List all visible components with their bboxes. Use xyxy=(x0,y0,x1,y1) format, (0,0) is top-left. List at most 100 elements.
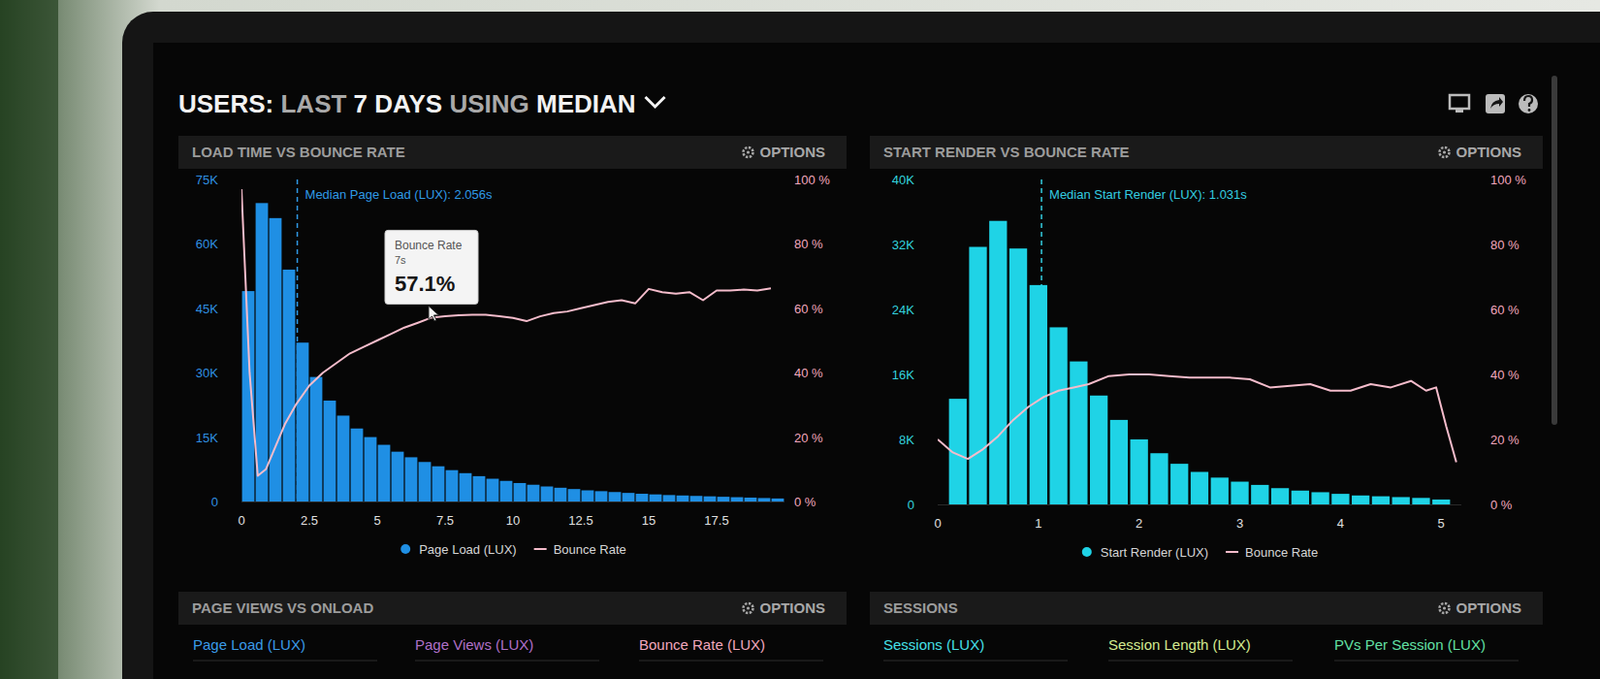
metric-divider xyxy=(1334,660,1519,662)
legend-label: Start Render (LUX) xyxy=(1100,544,1209,560)
histogram-bar xyxy=(1130,439,1149,505)
share-arrow xyxy=(1490,96,1504,109)
y-tick-label: 8K xyxy=(898,432,915,448)
y-tick-label: 40K xyxy=(892,172,915,188)
histogram-bar xyxy=(1110,419,1128,505)
tooltip: Bounce Rate7s57.1% xyxy=(384,229,479,321)
histogram-bar xyxy=(391,451,405,502)
stage: USERS: LAST 7 DAYS USING MEDIAN015K30K45… xyxy=(0,0,1600,679)
y2-tick-label: 60 % xyxy=(1490,302,1520,318)
gear-icon xyxy=(742,603,753,613)
gear-hub xyxy=(1442,150,1446,154)
histogram-bar xyxy=(1271,487,1289,505)
gear-hub xyxy=(746,606,750,609)
histogram-bar xyxy=(323,400,337,502)
histogram-bar xyxy=(581,489,595,502)
bottom-panel-header-bar xyxy=(869,591,1543,625)
histogram-bar xyxy=(513,482,527,502)
tooltip-value: 57.1% xyxy=(394,271,455,296)
histogram-bar xyxy=(446,470,459,502)
x-tick-label: 0 xyxy=(933,515,941,531)
median-label: Median Page Load (LUX): 2.056s xyxy=(305,187,493,202)
histogram-bar xyxy=(595,490,608,502)
x-tick-label: 17.5 xyxy=(704,512,729,528)
histogram-bar xyxy=(432,466,446,502)
y2-tick-label: 60 % xyxy=(794,301,824,317)
x-tick-label: 0 xyxy=(237,512,245,528)
gear-hub xyxy=(746,150,750,154)
y2-tick-label: 20 % xyxy=(794,430,824,446)
histogram-bar xyxy=(1250,484,1269,505)
gear-icon xyxy=(742,147,753,158)
metric-divider xyxy=(1108,660,1293,662)
histogram-bar xyxy=(608,491,622,502)
metric-divider xyxy=(639,660,824,662)
histogram-bar xyxy=(1311,491,1329,505)
scrollbar xyxy=(1551,75,1558,425)
monitor-icon[interactable] xyxy=(1449,95,1470,109)
histogram-bar xyxy=(771,498,785,502)
y-tick-label: 32K xyxy=(892,237,915,253)
y2-tick-label: 0 % xyxy=(1490,497,1513,512)
histogram-bar xyxy=(351,428,364,502)
histogram-bar xyxy=(1089,395,1108,505)
histogram-bar xyxy=(1291,490,1310,505)
x-tick-label: 1 xyxy=(1034,515,1042,531)
histogram-bar xyxy=(473,476,486,502)
legend-swatch xyxy=(1082,546,1092,557)
chart-1: 08K16K24K32K40K0 %20 %40 %60 %80 %100 %0… xyxy=(892,172,1527,560)
chart-panel-header-bar xyxy=(178,135,847,169)
metric-divider xyxy=(192,660,378,662)
histogram-bar xyxy=(527,484,541,502)
x-tick-label: 5 xyxy=(1438,515,1445,531)
histogram-bar xyxy=(1432,499,1450,505)
histogram-bar xyxy=(690,495,704,502)
histogram-bar xyxy=(636,493,649,502)
legend-swatch xyxy=(400,544,411,554)
y-tick-label: 15K xyxy=(195,430,219,446)
chart-panel-options[interactable]: OPTIONS xyxy=(759,143,826,160)
histogram-bar xyxy=(731,497,744,502)
metric-label: Session Length (LUX) xyxy=(1108,636,1251,653)
histogram-bar xyxy=(1351,495,1370,505)
x-tick-label: 15 xyxy=(641,512,656,528)
histogram-bar xyxy=(1170,463,1188,505)
bottom-panel-options[interactable]: OPTIONS xyxy=(1455,599,1522,616)
histogram-bar xyxy=(1009,248,1027,505)
legend-swatch xyxy=(534,547,547,550)
bounce-rate-line xyxy=(241,189,771,476)
legend-swatch xyxy=(1225,550,1239,553)
metric-label: Page Load (LUX) xyxy=(192,636,306,653)
tooltip-title: Bounce Rate xyxy=(394,238,463,253)
gear-icon xyxy=(1439,603,1449,613)
help-mark xyxy=(1524,96,1533,107)
help-icon[interactable] xyxy=(1518,94,1538,114)
histogram-bar xyxy=(1392,496,1410,505)
chart-panel-title: START RENDER VS BOUNCE RATE xyxy=(883,143,1130,160)
chart-panel-options[interactable]: OPTIONS xyxy=(1455,143,1522,160)
legend-label: Bounce Rate xyxy=(553,542,627,557)
bottom-panel-title: PAGE VIEWS VS ONLOAD xyxy=(192,599,374,616)
histogram-bar xyxy=(459,473,473,502)
histogram-bar xyxy=(296,342,310,502)
y-tick-label: 24K xyxy=(892,302,915,318)
legend: Page Load (LUX)Bounce Rate xyxy=(400,542,627,557)
bounce-rate-line xyxy=(937,374,1457,462)
y-tick-label: 75K xyxy=(195,172,219,188)
dropdown-chevron[interactable] xyxy=(645,96,666,107)
histogram-bar xyxy=(649,494,663,502)
bottom-panel-title: SESSIONS xyxy=(883,599,959,616)
plot-area xyxy=(241,179,784,502)
gear-hub xyxy=(1442,606,1446,609)
histogram-bar xyxy=(418,461,432,502)
histogram-bar xyxy=(968,247,987,505)
metric-label: Page Views (LUX) xyxy=(415,636,534,653)
histogram-bar xyxy=(758,497,771,502)
share-icon[interactable] xyxy=(1485,94,1505,114)
help-dot xyxy=(1528,108,1532,112)
y-tick-label: 0 xyxy=(211,494,219,510)
chart-panel-title: LOAD TIME VS BOUNCE RATE xyxy=(192,143,406,160)
histogram-bar xyxy=(256,202,269,502)
histogram-bar xyxy=(500,480,513,502)
bottom-panel-options[interactable]: OPTIONS xyxy=(759,599,826,616)
